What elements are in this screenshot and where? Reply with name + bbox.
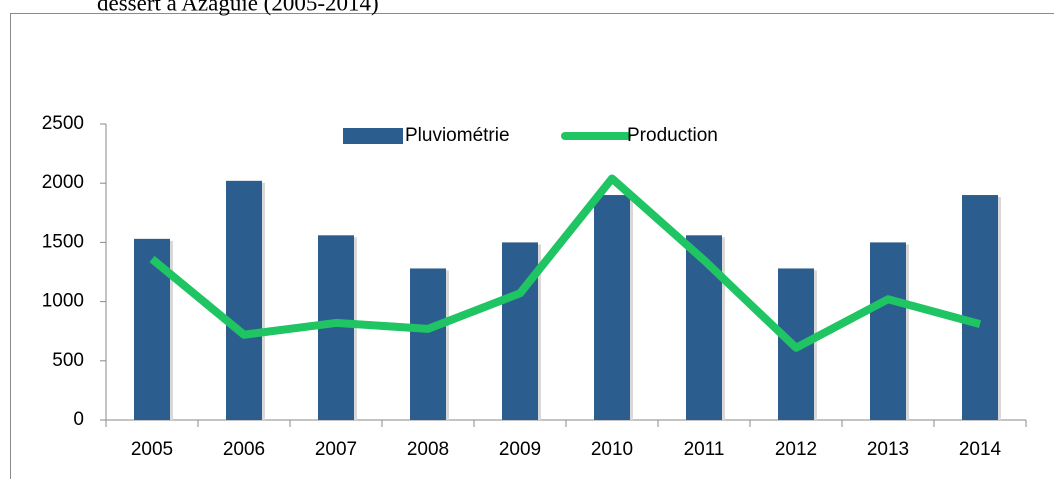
bar — [962, 195, 998, 420]
line — [149, 174, 982, 352]
bar — [870, 242, 906, 420]
x-tick-label: 2014 — [959, 439, 1002, 460]
x-tick-label: 2011 — [684, 439, 725, 460]
y-tick-label: 2500 — [42, 113, 84, 134]
x-tick-label: 2008 — [407, 439, 449, 460]
legend-label: Pluviométrie — [405, 125, 510, 146]
bar — [410, 268, 446, 420]
y-tick-label: 2000 — [42, 172, 84, 193]
legend-swatch — [343, 128, 403, 144]
x-tick-label: 2010 — [591, 439, 633, 460]
x-tick-label: 2006 — [223, 439, 265, 460]
x-tick-label: 2009 — [499, 439, 541, 460]
chart-border — [10, 13, 1054, 479]
bar — [226, 180, 262, 420]
y-tick-label: 1500 — [42, 231, 84, 252]
bar — [594, 195, 630, 420]
x-tick-label: 2013 — [867, 439, 909, 460]
y-tick-label: 500 — [52, 350, 84, 371]
bar — [502, 242, 538, 420]
chart-title: dessert à Azaguié (2005-2014) — [97, 0, 379, 15]
legend-label: Production — [627, 125, 718, 146]
x-tick-label: 2005 — [131, 439, 173, 460]
x-tick-label: 2007 — [315, 439, 357, 460]
y-tick-label: 0 — [73, 409, 84, 430]
x-tick-label: 2012 — [775, 439, 817, 460]
y-tick-label: 1000 — [42, 291, 84, 312]
